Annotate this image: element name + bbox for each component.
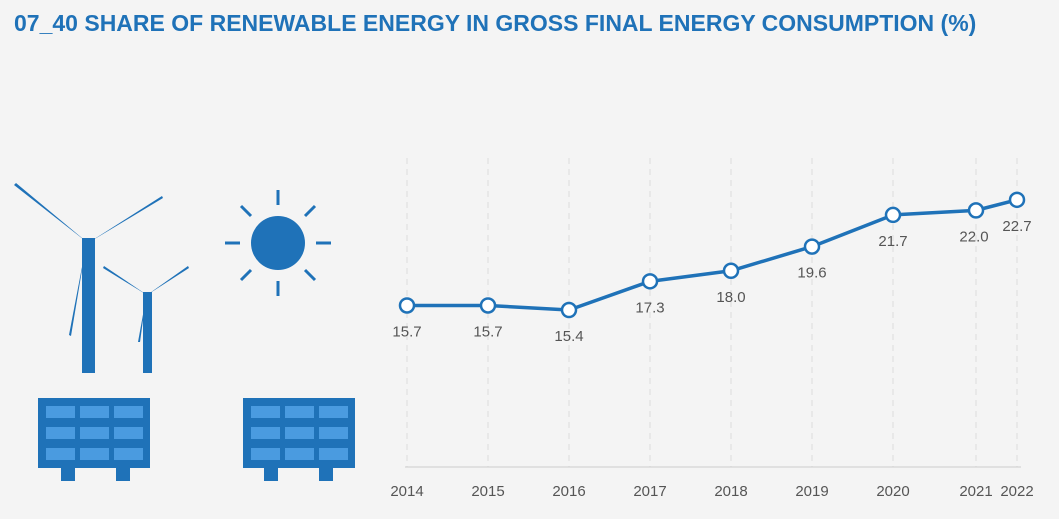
x-tick-label: 2018 xyxy=(714,483,747,500)
data-point xyxy=(884,206,902,224)
data-label: 18.0 xyxy=(716,289,745,306)
data-point xyxy=(560,301,578,319)
series-line xyxy=(407,198,1018,312)
data-point xyxy=(722,262,740,280)
data-label: 19.6 xyxy=(797,265,826,282)
data-label: 22.7 xyxy=(1002,218,1031,235)
renewable-energy-illustration xyxy=(14,183,355,481)
grid xyxy=(406,158,1018,467)
data-point xyxy=(641,273,659,290)
x-tick-label: 2016 xyxy=(552,483,585,500)
sun-icon xyxy=(225,190,331,296)
data-point xyxy=(479,297,497,314)
x-tick-label: 2017 xyxy=(633,483,666,500)
data-label: 15.7 xyxy=(392,323,421,340)
data-point xyxy=(1008,191,1026,209)
x-tick-label: 2019 xyxy=(795,483,828,500)
data-label: 21.7 xyxy=(878,233,907,250)
x-tick-labels: 2014 2015 2016 2017 2018 2019 2020 2021 2022 xyxy=(390,483,1033,500)
data-labels: 15.7 15.7 15.4 17.3 18.0 19.6 21.7 22.0 22.7 xyxy=(392,218,1031,345)
solar-panel-icon xyxy=(243,398,355,481)
x-tick-label: 2014 xyxy=(390,483,423,500)
data-point xyxy=(967,202,985,219)
x-tick-label: 2015 xyxy=(471,483,504,500)
data-point xyxy=(398,297,416,314)
data-label: 15.7 xyxy=(473,323,502,340)
wind-turbine-small-icon xyxy=(103,266,189,373)
solar-panel-icon xyxy=(38,398,150,481)
data-label: 22.0 xyxy=(959,228,988,245)
wind-turbine-large-icon xyxy=(14,183,163,373)
data-point xyxy=(803,238,821,255)
data-points xyxy=(398,191,1026,319)
data-label: 15.4 xyxy=(554,328,583,345)
x-tick-label: 2020 xyxy=(876,483,909,500)
data-label: 17.3 xyxy=(635,299,664,316)
x-tick-label: 2021 xyxy=(959,483,992,500)
chart-title: 07_40 SHARE OF RENEWABLE ENERGY IN GROSS… xyxy=(14,10,977,36)
x-tick-label: 2022 xyxy=(1000,483,1033,500)
